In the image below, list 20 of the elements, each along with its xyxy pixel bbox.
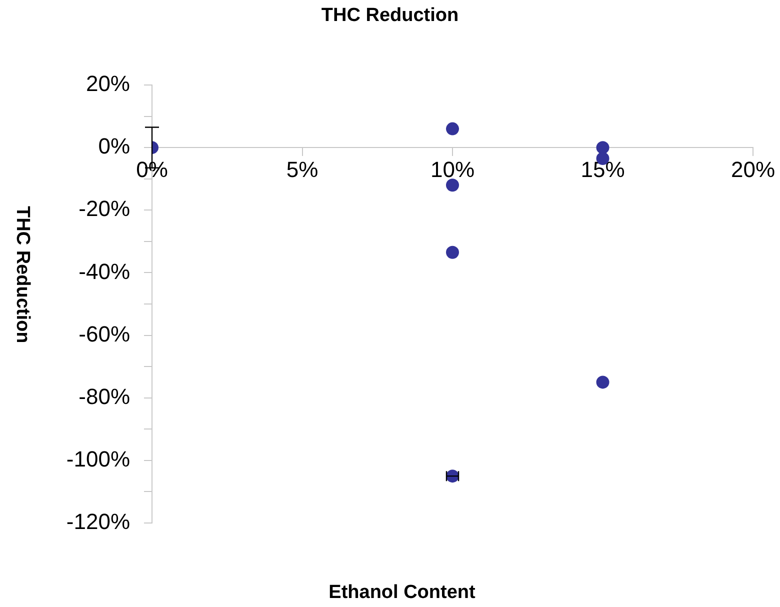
point (446, 122, 459, 136)
y-tick-label: -120% (66, 509, 130, 534)
y-tick-label: -20% (78, 196, 130, 222)
point (446, 246, 459, 259)
y-tick-label: 0% (98, 134, 130, 159)
point (596, 376, 610, 389)
x-tick-label: 10% (430, 156, 475, 182)
y-tick-label: -100% (66, 446, 130, 472)
x-tick-label: 20% (730, 156, 776, 182)
point (446, 178, 459, 192)
y-tick-label: -60% (78, 321, 130, 346)
chart-title: THC Reduction (320, 5, 460, 27)
y-tick-label: -80% (78, 384, 130, 409)
x-tick-label: 5% (286, 156, 318, 182)
y-axis-title: THC Reduction (11, 205, 34, 346)
y-tick-label: -40% (78, 258, 130, 284)
x-axis-title: Ethanol Content (328, 582, 476, 604)
y-tick-label: 20% (86, 71, 130, 96)
point (596, 141, 610, 154)
x-tick-label: 15% (580, 156, 625, 182)
